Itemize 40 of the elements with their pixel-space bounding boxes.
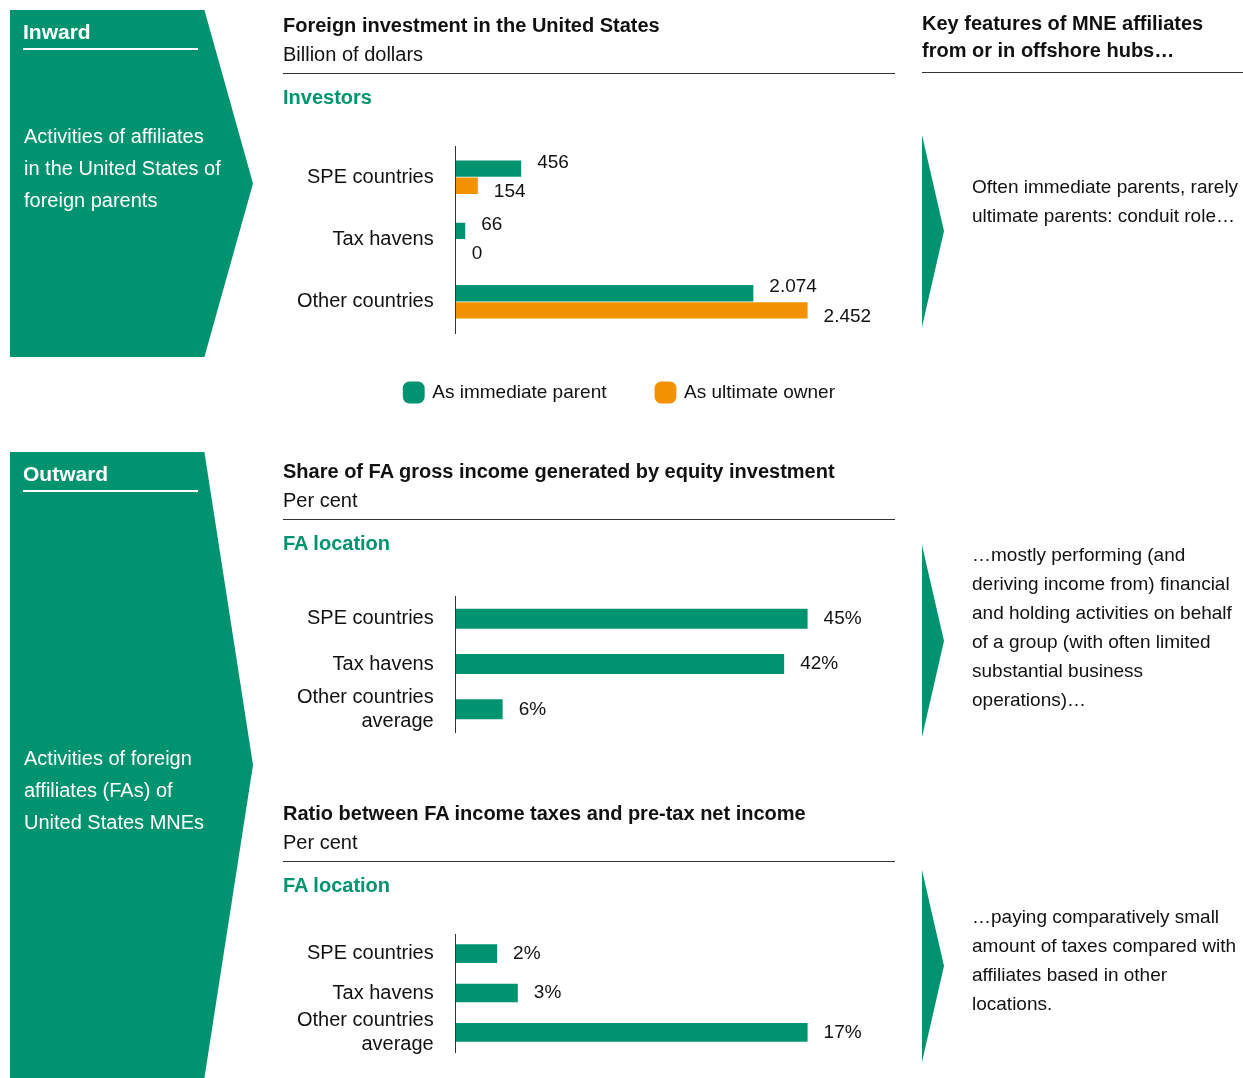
chart-title: Share of FA gross income generated by equity investment (283, 460, 835, 483)
y-tick-label: Tax havens (332, 980, 434, 1003)
chart-title: Ratio between FA income taxes and pre-tax net income (283, 802, 806, 825)
y-tick-label: Other countries (296, 289, 434, 312)
data-label: 154 (493, 179, 526, 201)
data-label: 0 (471, 242, 483, 264)
text: Activities of affiliates in the United States of foreign parents (24, 124, 222, 213)
text: Activities of foreign affiliates (FAs) of United States MNEs (24, 746, 206, 835)
y-tick-label: SPE countries (306, 941, 434, 964)
data-label: 66 (481, 213, 503, 235)
text: …paying comparatively small amount of taxes compared with affiliates based in other locations. (972, 905, 1238, 1016)
y-axis-title: Investors (283, 86, 372, 109)
chart-subtitle: Per cent (283, 489, 358, 512)
text: Often immediate parents, rarely ultimate parents: conduit role… (972, 175, 1240, 228)
y-tick-label: Tax havens (332, 651, 434, 674)
text: Key features of MNE affiliates from or in offshore hubs… (922, 10, 1243, 73)
text: Inward (23, 20, 198, 50)
y-tick-label: Other countries average (296, 684, 434, 731)
y-tick-label: Tax havens (332, 227, 434, 250)
data-label: 456 (537, 150, 569, 172)
data-label: 3% (533, 981, 562, 1003)
legend-label: As immediate parent (432, 380, 608, 402)
text: Outward (23, 462, 198, 492)
chart-subtitle: Billion of dollars (283, 43, 424, 66)
data-label: 45% (823, 606, 862, 628)
data-label: 2.074 (769, 275, 818, 297)
y-tick-label: SPE countries (306, 164, 434, 187)
text: …mostly performing (and deriving income from) financial and holding activities on behalf of a group (with often limited substantial business operations)… (972, 543, 1233, 712)
y-axis-title: FA location (283, 874, 391, 897)
y-tick-label: SPE countries (306, 606, 434, 629)
chart-title: Foreign investment in the United States (283, 14, 660, 37)
data-label: 17% (823, 1020, 862, 1042)
data-label: 42% (800, 652, 839, 674)
y-tick-label: Other countries average (296, 1007, 434, 1054)
chart-subtitle: Per cent (283, 831, 358, 854)
data-label: 2.452 (823, 304, 872, 326)
legend-label: As ultimate owner (683, 380, 836, 402)
y-axis-title: FA location (283, 532, 391, 555)
data-label: 6% (518, 697, 547, 719)
data-label: 2% (513, 941, 541, 963)
